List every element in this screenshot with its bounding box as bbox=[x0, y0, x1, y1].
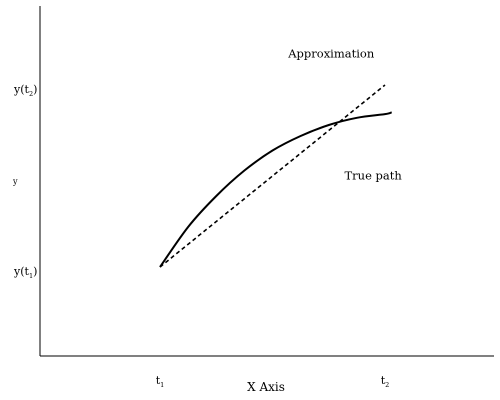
series-line-true-path bbox=[159, 111, 393, 268]
y-tick-label-1: y(t1) bbox=[13, 265, 37, 280]
y-axis-title: y bbox=[12, 177, 18, 186]
y-tick-label-2: y(t2) bbox=[13, 83, 37, 98]
series-group bbox=[159, 84, 393, 268]
x-tick-label-1: t1 bbox=[156, 374, 165, 389]
x-tick-label-2: t2 bbox=[381, 374, 390, 389]
annotation-true-path: True path bbox=[345, 169, 403, 183]
annotations: Approximation True path bbox=[287, 47, 402, 183]
tick-labels: t1 t2 y(t1) y(t2) bbox=[13, 83, 389, 389]
series-line-approximation bbox=[159, 84, 386, 268]
annotation-approximation: Approximation bbox=[287, 47, 375, 61]
x-axis-title: X Axis bbox=[247, 380, 285, 394]
